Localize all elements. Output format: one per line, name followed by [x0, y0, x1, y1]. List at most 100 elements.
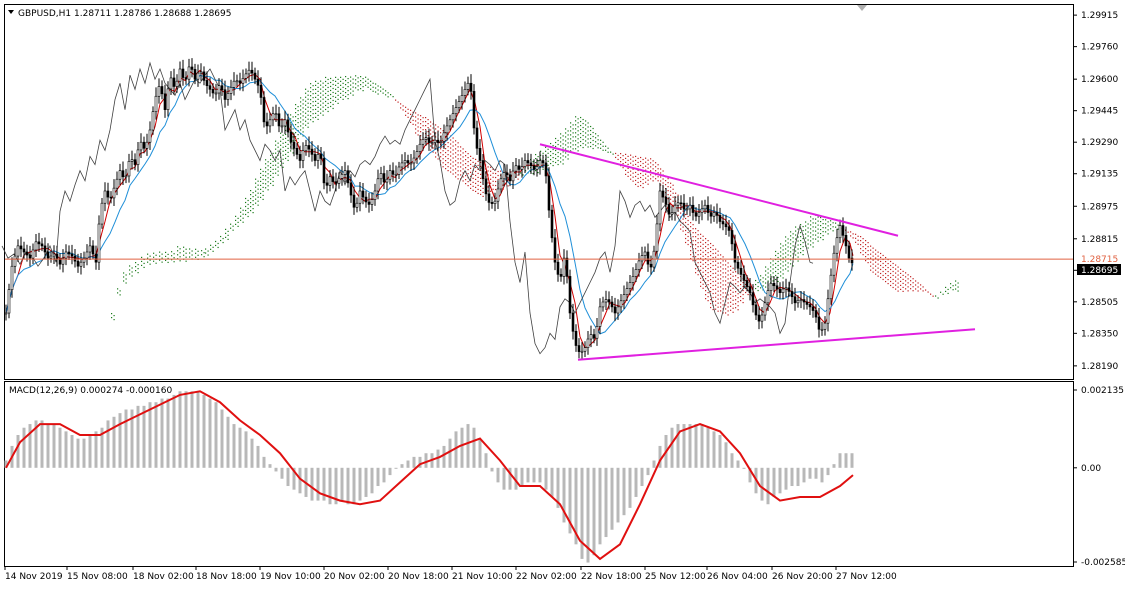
cloud-dot — [485, 168, 487, 170]
cloud-dot — [582, 134, 584, 137]
candle-body — [328, 176, 332, 186]
cloud-dot — [570, 134, 572, 136]
cloud-dot — [280, 144, 282, 146]
trendline-support[interactable] — [577, 328, 976, 361]
trendlines[interactable] — [539, 143, 976, 361]
cloud-dot — [877, 275, 879, 277]
cloud-dot — [712, 260, 714, 263]
cloud-dot — [382, 88, 384, 90]
cloud-dot — [450, 163, 452, 165]
cloud-dot — [730, 281, 732, 283]
cloud-dot — [580, 116, 582, 119]
cloud-dot — [337, 102, 339, 104]
cloud-dot — [402, 105, 404, 107]
trendline-resistance[interactable] — [539, 143, 899, 237]
cloud-dot — [727, 298, 729, 300]
macd-bar — [706, 427, 710, 468]
cloud-dot — [447, 158, 449, 160]
cloud-dot — [632, 176, 634, 178]
candle-body — [118, 170, 122, 180]
macd-bar — [232, 424, 236, 468]
cloud-dot — [580, 124, 582, 127]
cloud-dot — [895, 288, 897, 290]
cloud-dot — [630, 158, 632, 160]
cloud-dot — [153, 252, 155, 254]
cloud-dot — [665, 180, 667, 182]
cloud-dot — [710, 266, 712, 269]
cloud-dot — [465, 179, 467, 181]
cloud-dot — [580, 128, 582, 131]
cloud-dot — [557, 163, 559, 166]
cloud-dot — [507, 177, 509, 179]
cloud-dot — [812, 226, 814, 228]
cloud-dot — [502, 180, 504, 182]
macd-bar — [634, 467, 638, 497]
cloud-dot — [212, 246, 214, 248]
cloud-dot — [730, 285, 732, 287]
candle-body — [187, 66, 191, 80]
cloud-dot — [305, 100, 307, 102]
cloud-dot — [807, 231, 809, 233]
candle-body — [610, 301, 614, 308]
cloud-dot — [682, 222, 684, 224]
cloud-dot — [772, 268, 774, 270]
cloud-dot — [755, 287, 757, 290]
cloud-dot — [590, 129, 592, 132]
cloud-dot — [785, 244, 787, 246]
candle-body — [16, 245, 20, 257]
scroll-shift-marker[interactable] — [857, 5, 867, 11]
cloud-dot — [457, 170, 459, 172]
macd-bar — [4, 460, 8, 468]
cloud-dot — [882, 254, 884, 257]
candle-body — [625, 288, 629, 296]
cloud-dot — [585, 144, 587, 146]
candle-body — [709, 212, 713, 217]
macd-bar — [778, 467, 782, 494]
cloud-dot — [622, 155, 624, 157]
cloud-dot — [837, 228, 839, 230]
cloud-dot — [805, 221, 807, 223]
cloud-dot — [352, 82, 354, 84]
cloud-dot — [275, 168, 277, 170]
cloud-dot — [295, 104, 297, 106]
cloud-dot — [497, 174, 499, 177]
cloud-dot — [277, 166, 279, 168]
cloud-dot — [442, 146, 444, 148]
cloud-dot — [795, 238, 797, 240]
cloud-dot — [325, 84, 327, 87]
cloud-dot — [910, 288, 912, 290]
cloud-dot — [777, 256, 779, 259]
cloud-dot — [302, 115, 304, 117]
cloud-dot — [632, 172, 634, 174]
cloud-dot — [850, 231, 852, 233]
candle-body — [412, 157, 416, 164]
cloud-dot — [787, 246, 789, 248]
cloud-dot — [867, 262, 869, 264]
cloud-dot — [482, 191, 484, 193]
cloud-dot — [765, 286, 767, 288]
macd-bar — [280, 467, 284, 479]
candle-body — [685, 208, 689, 211]
cloud-dot — [585, 124, 587, 126]
cloud-dot — [712, 292, 714, 295]
candle-body — [100, 202, 104, 225]
cloud-dot — [587, 126, 589, 128]
candle-body — [781, 288, 785, 293]
cloud-dot — [210, 248, 212, 250]
cloud-dot — [650, 162, 652, 164]
cloud-dot — [272, 160, 274, 163]
candle-body — [64, 251, 68, 259]
cloud-dot — [227, 238, 229, 240]
candle-body — [523, 160, 527, 167]
cloud-dot — [260, 172, 262, 175]
macd-bar — [676, 424, 680, 468]
cloud-dot — [715, 296, 717, 298]
cloud-dot — [480, 193, 482, 195]
chart-menu-icon[interactable] — [8, 10, 14, 14]
cloud-dot — [415, 128, 417, 130]
cloud-dot — [492, 180, 494, 182]
macd-bar — [286, 467, 290, 487]
cloud-dot — [460, 150, 462, 152]
cloud-dot — [420, 127, 422, 129]
cloud-dot — [315, 96, 317, 98]
